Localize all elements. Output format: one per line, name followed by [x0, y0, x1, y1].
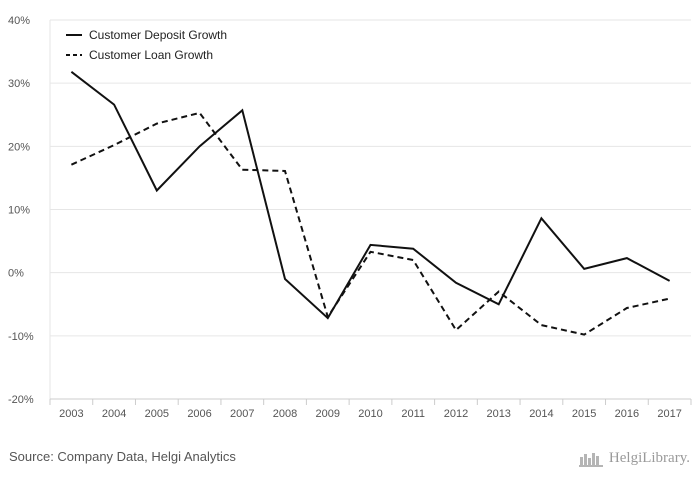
- x-tick-label: 2012: [444, 408, 468, 420]
- grid: [50, 20, 691, 399]
- x-tick-label: 2009: [316, 408, 340, 420]
- brand-logo: HelgiLibrary.: [579, 450, 690, 467]
- x-tick-label: 2015: [572, 408, 596, 420]
- x-tick-label: 2013: [486, 408, 510, 420]
- y-tick-label: 0%: [8, 268, 24, 280]
- x-tick-label: 2003: [59, 408, 83, 420]
- x-tick-label: 2008: [273, 408, 297, 420]
- x-tick-label: 2006: [187, 408, 211, 420]
- x-tick-label: 2016: [615, 408, 639, 420]
- y-tick-label: 10%: [8, 205, 30, 217]
- x-tick-label: 2014: [529, 408, 553, 420]
- x-tick-label: 2017: [657, 408, 681, 420]
- series-lines: [71, 72, 669, 335]
- y-tick-label: -20%: [8, 394, 34, 406]
- x-tick-label: 2011: [401, 408, 425, 420]
- source-note: Source: Company Data, Helgi Analytics: [9, 449, 236, 464]
- x-tick-label: 2007: [230, 408, 254, 420]
- y-tick-label: -10%: [8, 331, 34, 343]
- series-line-0: [71, 72, 669, 318]
- x-tick-label: 2005: [145, 408, 169, 420]
- legend: Customer Deposit Growth Customer Loan Gro…: [66, 28, 227, 62]
- axes: -20% -10% 0% 10% 20% 30% 40% 2003 2004 2005 2006 20…: [8, 15, 691, 420]
- x-tick-label: 2004: [102, 408, 126, 420]
- brand-name: HelgiLibrary.: [609, 450, 690, 467]
- legend-label: Customer Loan Growth: [89, 48, 213, 62]
- x-tick-label: 2010: [358, 408, 382, 420]
- y-tick-label: 20%: [8, 141, 30, 153]
- y-tick-label: 40%: [8, 15, 30, 27]
- y-tick-label: 30%: [8, 78, 30, 90]
- library-icon: [579, 451, 605, 467]
- legend-label: Customer Deposit Growth: [89, 28, 227, 42]
